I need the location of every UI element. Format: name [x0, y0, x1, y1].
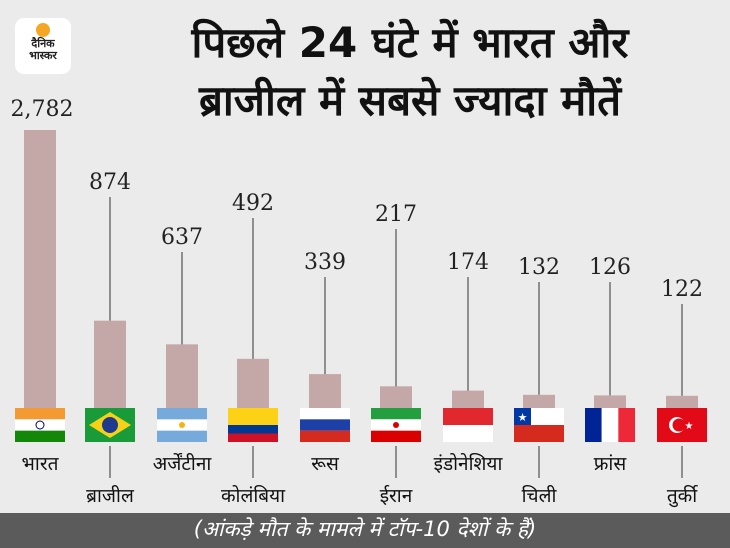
footer-note: (आंकड़े मौत के मामले में टॉप-10 देशों के… [0, 513, 730, 548]
logo-sun-icon [36, 23, 50, 37]
bar-colombia [237, 358, 269, 408]
indonesia-flag-icon [443, 408, 493, 442]
value-label: 122 [661, 277, 703, 302]
brazil-flag-icon [85, 408, 135, 442]
bar-turkey [666, 395, 698, 408]
category-label: ब्राजील [86, 484, 135, 507]
value-label: 126 [589, 255, 631, 280]
iran-flag-icon [371, 408, 421, 442]
bar-iran [380, 386, 412, 408]
category-label: ईरान [380, 484, 413, 507]
category-label: इंडोनेशिया [434, 452, 504, 475]
value-label: 2,782 [11, 97, 74, 122]
category-label: तुर्की [667, 484, 698, 508]
value-label: 874 [89, 170, 131, 195]
argentina-flag-icon [157, 408, 207, 442]
bar-russia [309, 374, 341, 408]
bar-brazil [94, 320, 126, 408]
value-label: 174 [447, 250, 489, 275]
category-label: भारत [22, 453, 60, 475]
category-label: अर्जेंटीना [153, 452, 213, 475]
value-label: 132 [518, 255, 560, 280]
category-label: चिली [522, 484, 558, 507]
logo-text-1: दैनिक [31, 37, 55, 50]
category-label: कोलंबिया [221, 484, 286, 507]
bar-chart: 2,782 भारत 874 ब्राजील 637 अर्जेंटीना 492 कोलंब… [11, 97, 707, 508]
bar-india [24, 130, 56, 408]
category-label: रूस [311, 453, 340, 475]
value-label: 492 [232, 191, 274, 216]
title-line-1: पिछले 24 घंटे में भारत और [191, 18, 629, 67]
value-label: 217 [375, 202, 417, 227]
russia-flag-icon [300, 408, 350, 442]
value-label: 637 [161, 225, 203, 250]
category-label: फ्रांस [594, 453, 628, 475]
value-label: 339 [304, 250, 346, 275]
bar-indonesia [452, 390, 484, 408]
svg-text:★: ★ [518, 411, 528, 424]
chart-title: पिछले 24 घंटे में भारत और ब्राजील में सब… [95, 14, 725, 130]
chile-flag-icon: ★ [514, 408, 564, 442]
bar-argentina [166, 344, 198, 408]
svg-text:★: ★ [685, 421, 694, 432]
turkey-flag-icon: ★ [657, 408, 707, 442]
title-line-2: ब्राजील में सबसे ज्यादा मौतें [198, 76, 622, 125]
bar-chile [523, 394, 555, 408]
india-flag-icon [15, 408, 65, 442]
bar-france [594, 395, 626, 408]
dainik-bhaskar-logo: दैनिक भास्कर [15, 18, 71, 74]
colombia-flag-icon [228, 408, 278, 442]
logo-text-2: भास्कर [29, 49, 57, 62]
france-flag-icon [585, 408, 635, 442]
